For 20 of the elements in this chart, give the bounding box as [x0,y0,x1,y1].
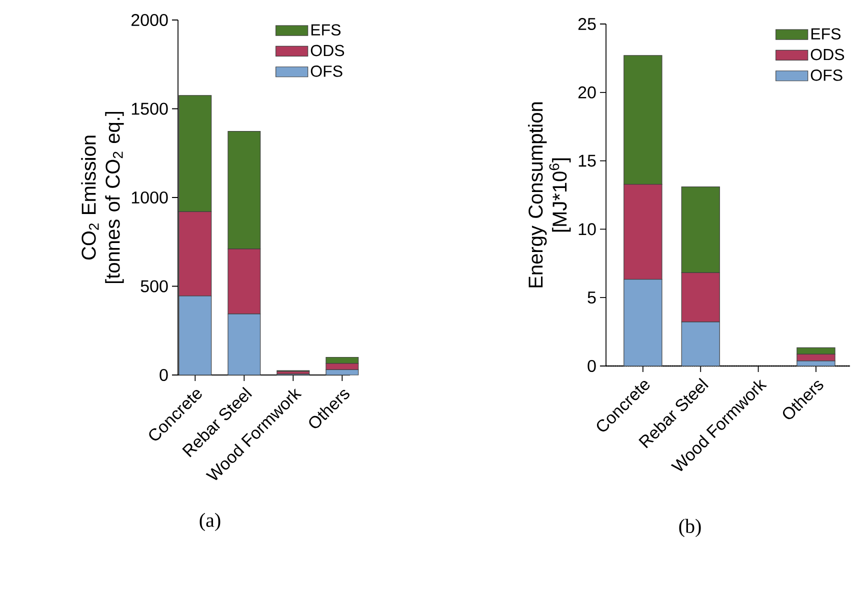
text: (b) [679,518,701,538]
y-tick-label: 20 [578,86,596,98]
legend-label: ODS [810,48,844,60]
y-axis-title: Energy Consumption [MJ*10$^{6}$] [528,102,571,288]
y-tick-label: 10 [578,223,596,236]
y-tick-label: 15 [578,154,596,167]
y-tick-label: 25 [578,18,596,30]
legend-label: ODS [310,44,344,56]
y-tick-label: 2000 [132,14,168,26]
y-tick-label: 500 [140,280,168,292]
legend-label: EFS [311,24,341,36]
y-tick-label: 1000 [132,191,168,204]
y-tick-label: 5 [588,292,596,304]
y-tick-label: 1500 [132,102,168,115]
legend-label: EFS [811,28,841,40]
y-tick-label: 0 [588,360,596,372]
legend-label: OFS [810,70,842,81]
y-tick-label: 0 [160,368,168,382]
legend-label: OFS [310,66,342,77]
text: (a) [200,512,220,532]
